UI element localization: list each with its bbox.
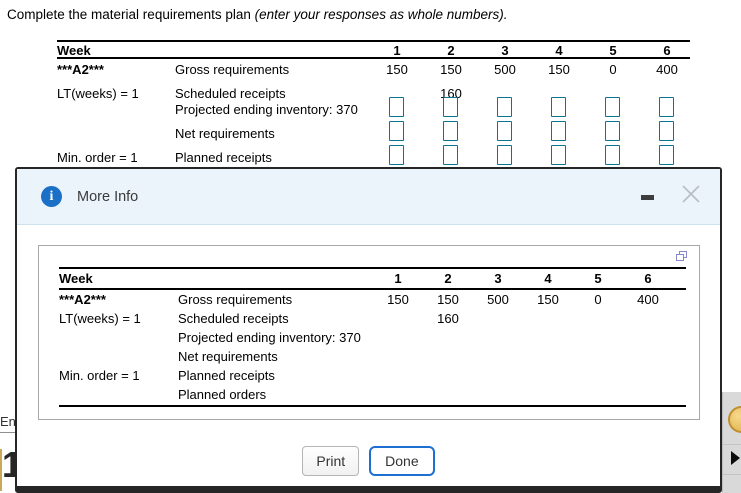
net-requirements-input-w1[interactable] xyxy=(389,121,404,141)
minimize-icon[interactable] xyxy=(641,195,654,200)
instruction-text: Complete the material requirements plan … xyxy=(7,7,508,22)
col-header-4: 4 xyxy=(555,43,563,58)
net-requirements-input-w6[interactable] xyxy=(659,121,674,141)
instruction-normal: Complete the material requirements plan xyxy=(7,7,255,22)
gross-w6: 400 xyxy=(656,62,678,77)
divider xyxy=(723,474,741,475)
table-bottom-rule xyxy=(59,405,686,407)
gross-w4: 150 xyxy=(548,62,570,77)
row-label: Gross requirements xyxy=(178,292,293,307)
expand-arrow-icon[interactable] xyxy=(731,451,740,465)
projected-inventory-input-w5[interactable] xyxy=(605,97,620,117)
gross-w2: 150 xyxy=(437,292,459,307)
duplicate-window-icon[interactable] xyxy=(676,251,688,262)
gross-w1: 150 xyxy=(386,62,408,77)
dialog-title: More Info xyxy=(77,188,139,205)
table-top-rule xyxy=(57,40,690,42)
close-icon[interactable] xyxy=(678,181,704,207)
print-button[interactable]: Print xyxy=(302,446,360,476)
row-side-label: Min. order = 1 xyxy=(59,368,140,383)
row-side-label: LT(weeks) = 1 xyxy=(57,86,139,101)
planned-receipts-input-w2[interactable] xyxy=(443,145,458,165)
gross-w4: 150 xyxy=(537,292,559,307)
side-panel-strip xyxy=(722,392,741,493)
projected-inventory-input-w2[interactable] xyxy=(443,97,458,117)
table-header-rule xyxy=(59,288,686,290)
row-label: Planned receipts xyxy=(175,150,272,165)
divider xyxy=(0,432,15,433)
gross-w6: 400 xyxy=(637,292,659,307)
gross-w3: 500 xyxy=(494,62,516,77)
highlight-sliver xyxy=(0,449,2,491)
table-header-rule xyxy=(57,57,690,59)
dialog-header: More Info xyxy=(17,169,720,225)
info-icon xyxy=(41,186,62,207)
more-info-dialog: More Info Week 1 2 3 4 5 6 ***A2*** xyxy=(15,167,722,493)
week-header: Week xyxy=(59,271,93,286)
clipped-text-fragment: Ent xyxy=(0,414,20,429)
planned-receipts-input-w1[interactable] xyxy=(389,145,404,165)
row-side-label: Min. order = 1 xyxy=(57,150,138,165)
projected-inventory-input-w3[interactable] xyxy=(497,97,512,117)
more-info-table-panel: Week 1 2 3 4 5 6 ***A2*** Gross requirem… xyxy=(38,245,700,420)
col-header-6: 6 xyxy=(644,271,652,286)
col-header-5: 5 xyxy=(594,271,602,286)
net-requirements-input-w3[interactable] xyxy=(497,121,512,141)
divider xyxy=(723,444,741,445)
net-requirements-input-w4[interactable] xyxy=(551,121,566,141)
row-label: Projected ending inventory: 370 xyxy=(178,330,361,345)
planned-receipts-input-w5[interactable] xyxy=(605,145,620,165)
row-label: Net requirements xyxy=(175,126,275,141)
projected-inventory-input-w1[interactable] xyxy=(389,97,404,117)
row-side-label: ***A2*** xyxy=(59,292,106,307)
row-label: Net requirements xyxy=(178,349,278,364)
col-header-3: 3 xyxy=(494,271,502,286)
gross-w1: 150 xyxy=(387,292,409,307)
row-label: Gross requirements xyxy=(175,62,290,77)
gross-w2: 150 xyxy=(440,62,462,77)
row-label: Projected ending inventory: 370 xyxy=(175,102,358,117)
done-button[interactable]: Done xyxy=(369,446,435,476)
gross-w5: 0 xyxy=(609,62,617,77)
row-side-label: ***A2*** xyxy=(57,62,104,77)
net-requirements-input-w5[interactable] xyxy=(605,121,620,141)
instruction-italic: (enter your responses as whole numbers). xyxy=(254,7,508,22)
planned-receipts-input-w6[interactable] xyxy=(659,145,674,165)
scheduled-w2: 160 xyxy=(437,311,459,326)
week-header: Week xyxy=(57,43,91,58)
planned-receipts-input-w4[interactable] xyxy=(551,145,566,165)
projected-inventory-input-w4[interactable] xyxy=(551,97,566,117)
row-label: Planned receipts xyxy=(178,368,275,383)
projected-inventory-input-w6[interactable] xyxy=(659,97,674,117)
col-header-4: 4 xyxy=(544,271,552,286)
gross-w5: 0 xyxy=(594,292,602,307)
net-requirements-input-w2[interactable] xyxy=(443,121,458,141)
dialog-footer: Print Done xyxy=(17,446,720,476)
planned-receipts-input-w3[interactable] xyxy=(497,145,512,165)
row-label: Planned orders xyxy=(178,387,267,402)
gross-w3: 500 xyxy=(487,292,509,307)
duplicate-icon-front-square xyxy=(676,254,684,261)
row-label: Scheduled receipts xyxy=(175,86,286,101)
col-header-1: 1 xyxy=(393,43,401,58)
col-header-3: 3 xyxy=(501,43,509,58)
table-top-rule xyxy=(59,267,686,269)
col-header-2: 2 xyxy=(447,43,455,58)
row-label: Scheduled receipts xyxy=(178,311,289,326)
col-header-5: 5 xyxy=(609,43,617,58)
col-header-2: 2 xyxy=(444,271,452,286)
col-header-1: 1 xyxy=(394,271,402,286)
coin-icon[interactable] xyxy=(728,406,741,433)
row-side-label: LT(weeks) = 1 xyxy=(59,311,141,326)
col-header-6: 6 xyxy=(663,43,671,58)
